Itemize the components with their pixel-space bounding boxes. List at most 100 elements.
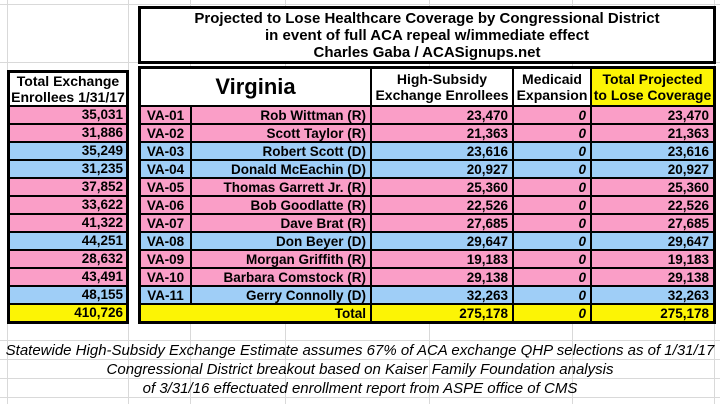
representative-cell: Scott Taylor (R) [192, 125, 372, 141]
total-high-subsidy-cell: 275,178 [372, 305, 514, 321]
representative-cell: Don Beyer (D) [192, 233, 372, 249]
state-name: Virginia [215, 74, 296, 99]
district-cell: VA-01 [141, 107, 192, 123]
exchange-enrollees-total-cell: 410,726 [10, 305, 126, 321]
total-exchange-enrollees-column: Total Exchange Enrollees 1/31/17 35,031 … [7, 70, 129, 324]
representative-cell: Dave Brat (R) [192, 215, 372, 231]
exchange-enrollees-cell: 31,235 [10, 161, 126, 179]
exchange-enrollees-cell: 37,852 [10, 179, 126, 197]
high-subsidy-cell: 29,138 [372, 269, 514, 285]
exchange-enrollees-cell: 43,491 [10, 269, 126, 287]
table-row: VA-02 Scott Taylor (R) 21,363 0 21,363 [141, 125, 713, 143]
left-header-line-2: Enrollees 1/31/17 [11, 89, 125, 105]
table-row: VA-07 Dave Brat (R) 27,685 0 27,685 [141, 215, 713, 233]
district-cell: VA-11 [141, 287, 192, 303]
medicaid-cell: 0 [514, 161, 592, 177]
total-projected-cell: 21,363 [592, 125, 713, 141]
representative-cell: Gerry Connolly (D) [192, 287, 372, 303]
gridline [0, 4, 720, 5]
medicaid-cell: 0 [514, 233, 592, 249]
footnote-line-1: Statewide High-Subsidy Exchange Estimate… [5, 342, 715, 359]
representative-cell: Robert Scott (D) [192, 143, 372, 159]
table-row: VA-11 Gerry Connolly (D) 32,263 0 32,263 [141, 287, 713, 305]
gridline [0, 359, 720, 360]
total-projected-total-cell: 275,178 [592, 305, 713, 321]
district-cell: VA-02 [141, 125, 192, 141]
total-projected-cell: 32,263 [592, 287, 713, 303]
footnote-line-3: of 3/31/16 effectuated enrollment report… [142, 380, 578, 397]
district-cell: VA-04 [141, 161, 192, 177]
left-header-line-1: Total Exchange [16, 73, 120, 89]
high-subsidy-cell: 20,927 [372, 161, 514, 177]
medicaid-cell: 0 [514, 107, 592, 123]
medicaid-header-line2: Expansion [516, 87, 588, 103]
high-subsidy-header-cell: High-Subsidy Exchange Enrollees [372, 69, 514, 105]
medicaid-cell: 0 [514, 287, 592, 303]
state-header-cell: Virginia [141, 69, 372, 105]
high-subsidy-cell: 21,363 [372, 125, 514, 141]
total-projected-cell: 23,616 [592, 143, 713, 159]
total-projected-cell: 23,470 [592, 107, 713, 123]
table-row: VA-05 Thomas Garrett Jr. (R) 25,360 0 25… [141, 179, 713, 197]
medicaid-cell: 0 [514, 125, 592, 141]
total-projected-cell: 27,685 [592, 215, 713, 231]
exchange-enrollees-cell: 33,622 [10, 197, 126, 215]
table-row: VA-03 Robert Scott (D) 23,616 0 23,616 [141, 143, 713, 161]
representative-cell: Donald McEachin (D) [192, 161, 372, 177]
table-row: VA-08 Don Beyer (D) 29,647 0 29,647 [141, 233, 713, 251]
total-projected-header-line1: Total Projected [602, 70, 703, 87]
total-projected-header-line2: to Lose Coverage [593, 87, 712, 103]
high-subsidy-cell: 23,470 [372, 107, 514, 123]
exchange-enrollees-cell: 48,155 [10, 287, 126, 305]
high-subsidy-cell: 19,183 [372, 251, 514, 267]
title-line-2: in event of full ACA repeal w/immediate … [265, 26, 589, 44]
high-subsidy-cell: 23,616 [372, 143, 514, 159]
district-cell: VA-08 [141, 233, 192, 249]
medicaid-cell: 0 [514, 197, 592, 213]
representative-cell: Thomas Garrett Jr. (R) [192, 179, 372, 195]
medicaid-cell: 0 [514, 143, 592, 159]
exchange-enrollees-cell: 44,251 [10, 233, 126, 251]
total-projected-cell: 22,526 [592, 197, 713, 213]
title-box: Projected to Lose Healthcare Coverage by… [138, 6, 716, 64]
exchange-enrollees-cell: 31,886 [10, 125, 126, 143]
district-cell: VA-09 [141, 251, 192, 267]
exchange-enrollees-cell: 35,249 [10, 143, 126, 161]
high-subsidy-header-line1: High-Subsidy [396, 70, 488, 87]
representative-cell: Barbara Comstock (R) [192, 269, 372, 285]
medicaid-cell: 0 [514, 215, 592, 231]
high-subsidy-cell: 22,526 [372, 197, 514, 213]
representative-cell: Rob Wittman (R) [192, 107, 372, 123]
table-header-row: Virginia High-Subsidy Exchange Enrollees… [141, 69, 713, 107]
table-row: VA-06 Bob Goodlatte (R) 22,526 0 22,526 [141, 197, 713, 215]
exchange-enrollees-cell: 35,031 [10, 107, 126, 125]
high-subsidy-header-line2: Exchange Enrollees [375, 87, 509, 103]
district-cell: VA-07 [141, 215, 192, 231]
exchange-enrollees-cell: 28,632 [10, 251, 126, 269]
district-cell: VA-10 [141, 269, 192, 285]
high-subsidy-cell: 27,685 [372, 215, 514, 231]
title-line-3: Charles Gaba / ACASignups.net [313, 43, 541, 61]
high-subsidy-cell: 29,647 [372, 233, 514, 249]
table-row: VA-09 Morgan Griffith (R) 19,183 0 19,18… [141, 251, 713, 269]
medicaid-header-line1: Medicaid [522, 70, 582, 87]
medicaid-cell: 0 [514, 269, 592, 285]
left-column-header: Total Exchange Enrollees 1/31/17 [10, 73, 126, 107]
title-line-1: Projected to Lose Healthcare Coverage by… [194, 9, 660, 27]
medicaid-cell: 0 [514, 179, 592, 195]
total-projected-cell: 29,647 [592, 233, 713, 249]
representative-cell: Bob Goodlatte (R) [192, 197, 372, 213]
district-cell: VA-03 [141, 143, 192, 159]
district-cell: VA-05 [141, 179, 192, 195]
representative-cell: Morgan Griffith (R) [192, 251, 372, 267]
gridline [0, 397, 720, 398]
total-projected-cell: 25,360 [592, 179, 713, 195]
gridline [0, 340, 720, 341]
table-row: VA-01 Rob Wittman (R) 23,470 0 23,470 [141, 107, 713, 125]
total-projected-cell: 29,138 [592, 269, 713, 285]
total-label-cell: Total [141, 305, 372, 321]
high-subsidy-cell: 32,263 [372, 287, 514, 303]
table-row: VA-04 Donald McEachin (D) 20,927 0 20,92… [141, 161, 713, 179]
gridline [0, 378, 720, 379]
